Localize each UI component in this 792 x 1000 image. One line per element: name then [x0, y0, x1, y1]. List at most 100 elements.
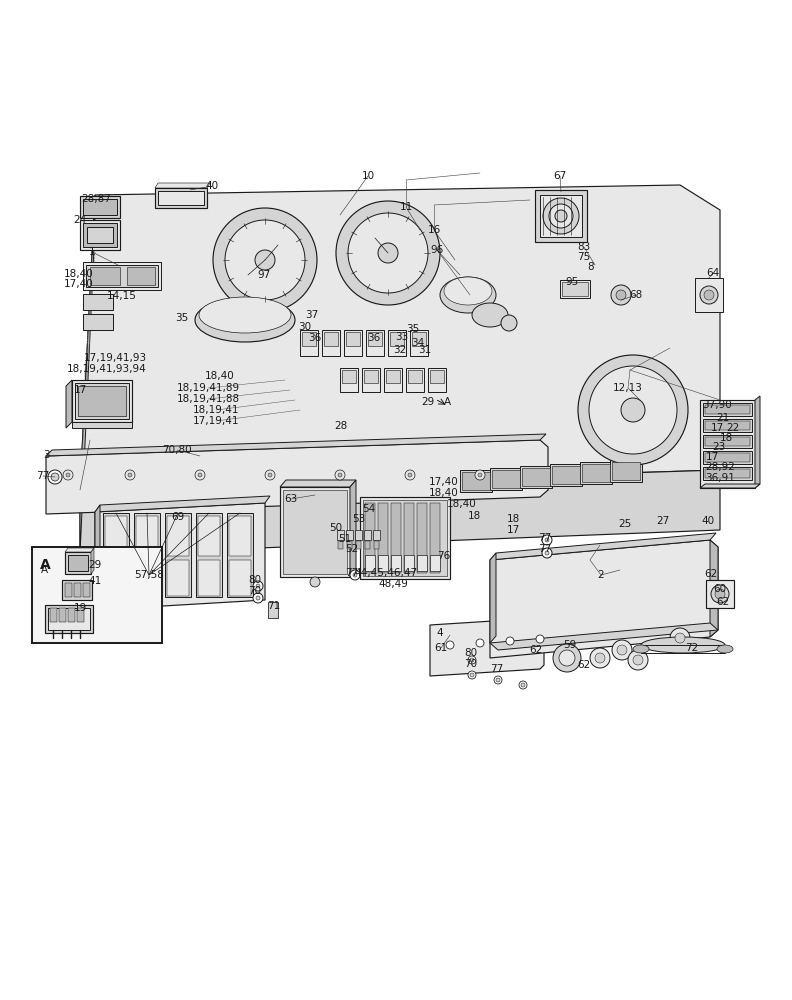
Circle shape	[555, 210, 567, 222]
Polygon shape	[105, 516, 127, 556]
Polygon shape	[612, 462, 640, 480]
Text: 77: 77	[345, 568, 359, 578]
Ellipse shape	[472, 303, 508, 327]
Polygon shape	[610, 460, 642, 482]
Text: 2: 2	[598, 570, 604, 580]
Text: 53: 53	[352, 514, 366, 524]
Polygon shape	[91, 548, 94, 574]
Circle shape	[543, 198, 579, 234]
Polygon shape	[337, 530, 344, 540]
Text: 48,49: 48,49	[378, 579, 408, 589]
Circle shape	[348, 213, 428, 293]
Polygon shape	[540, 195, 582, 237]
Circle shape	[470, 658, 474, 662]
Circle shape	[711, 585, 729, 603]
Text: 37: 37	[306, 310, 318, 320]
Polygon shape	[158, 191, 204, 205]
Text: 27: 27	[657, 516, 669, 526]
Polygon shape	[80, 220, 120, 250]
Circle shape	[617, 645, 627, 655]
Polygon shape	[490, 623, 718, 650]
Polygon shape	[322, 330, 340, 356]
Text: A: A	[40, 565, 48, 575]
Circle shape	[253, 581, 263, 591]
Text: 34: 34	[411, 338, 425, 348]
Ellipse shape	[199, 297, 291, 333]
Polygon shape	[703, 403, 752, 416]
Circle shape	[506, 637, 514, 645]
Polygon shape	[703, 451, 752, 464]
Text: 44,45,46,47: 44,45,46,47	[355, 568, 417, 578]
Polygon shape	[229, 516, 251, 556]
Polygon shape	[408, 370, 422, 383]
Polygon shape	[550, 464, 582, 486]
Circle shape	[268, 473, 272, 477]
Polygon shape	[83, 223, 117, 247]
Circle shape	[478, 473, 482, 477]
Text: 80: 80	[249, 575, 261, 585]
Circle shape	[198, 473, 202, 477]
Polygon shape	[430, 555, 440, 571]
Polygon shape	[374, 541, 379, 549]
Text: 18: 18	[506, 514, 520, 524]
Text: 41: 41	[89, 576, 101, 586]
Polygon shape	[378, 503, 388, 573]
Polygon shape	[48, 608, 90, 630]
Circle shape	[521, 683, 525, 687]
Circle shape	[494, 676, 502, 684]
Text: 17: 17	[506, 525, 520, 535]
Text: 17,19,41,93: 17,19,41,93	[83, 353, 147, 363]
Polygon shape	[134, 513, 160, 597]
Polygon shape	[80, 470, 720, 555]
Polygon shape	[705, 421, 750, 430]
Polygon shape	[362, 368, 380, 392]
Polygon shape	[196, 513, 222, 597]
Polygon shape	[65, 583, 72, 597]
Polygon shape	[390, 332, 404, 346]
Polygon shape	[582, 464, 610, 482]
Text: 30: 30	[299, 322, 311, 332]
Circle shape	[255, 250, 275, 270]
Circle shape	[628, 650, 648, 670]
Polygon shape	[406, 368, 424, 392]
Polygon shape	[83, 294, 113, 310]
Polygon shape	[360, 497, 450, 579]
Circle shape	[612, 640, 632, 660]
Polygon shape	[302, 332, 316, 346]
Polygon shape	[347, 541, 352, 549]
Text: 23: 23	[712, 442, 725, 452]
Polygon shape	[378, 555, 388, 571]
Text: 70: 70	[249, 586, 261, 596]
Polygon shape	[167, 516, 189, 556]
Ellipse shape	[717, 645, 733, 653]
Polygon shape	[552, 466, 580, 484]
Polygon shape	[700, 484, 760, 488]
Polygon shape	[65, 552, 91, 574]
Text: 36: 36	[308, 333, 322, 343]
Circle shape	[589, 366, 677, 454]
Circle shape	[125, 470, 135, 480]
Polygon shape	[562, 282, 588, 296]
Text: 68: 68	[630, 290, 642, 300]
Text: 18,40: 18,40	[447, 499, 477, 509]
Text: 19: 19	[74, 603, 86, 613]
Circle shape	[549, 204, 573, 228]
Text: 40: 40	[702, 516, 714, 526]
Text: A: A	[444, 397, 451, 407]
Text: 51: 51	[338, 534, 352, 544]
Polygon shape	[46, 440, 548, 514]
Polygon shape	[136, 560, 158, 596]
Text: 77: 77	[539, 544, 551, 554]
Circle shape	[213, 208, 317, 312]
Text: 3: 3	[43, 450, 49, 460]
Polygon shape	[90, 267, 120, 285]
Circle shape	[468, 671, 476, 679]
Polygon shape	[80, 185, 720, 490]
Polygon shape	[155, 188, 207, 208]
Circle shape	[253, 593, 263, 603]
Polygon shape	[417, 503, 427, 573]
Circle shape	[715, 589, 725, 599]
Polygon shape	[412, 332, 426, 346]
Polygon shape	[83, 262, 161, 290]
Text: 54: 54	[363, 504, 375, 514]
